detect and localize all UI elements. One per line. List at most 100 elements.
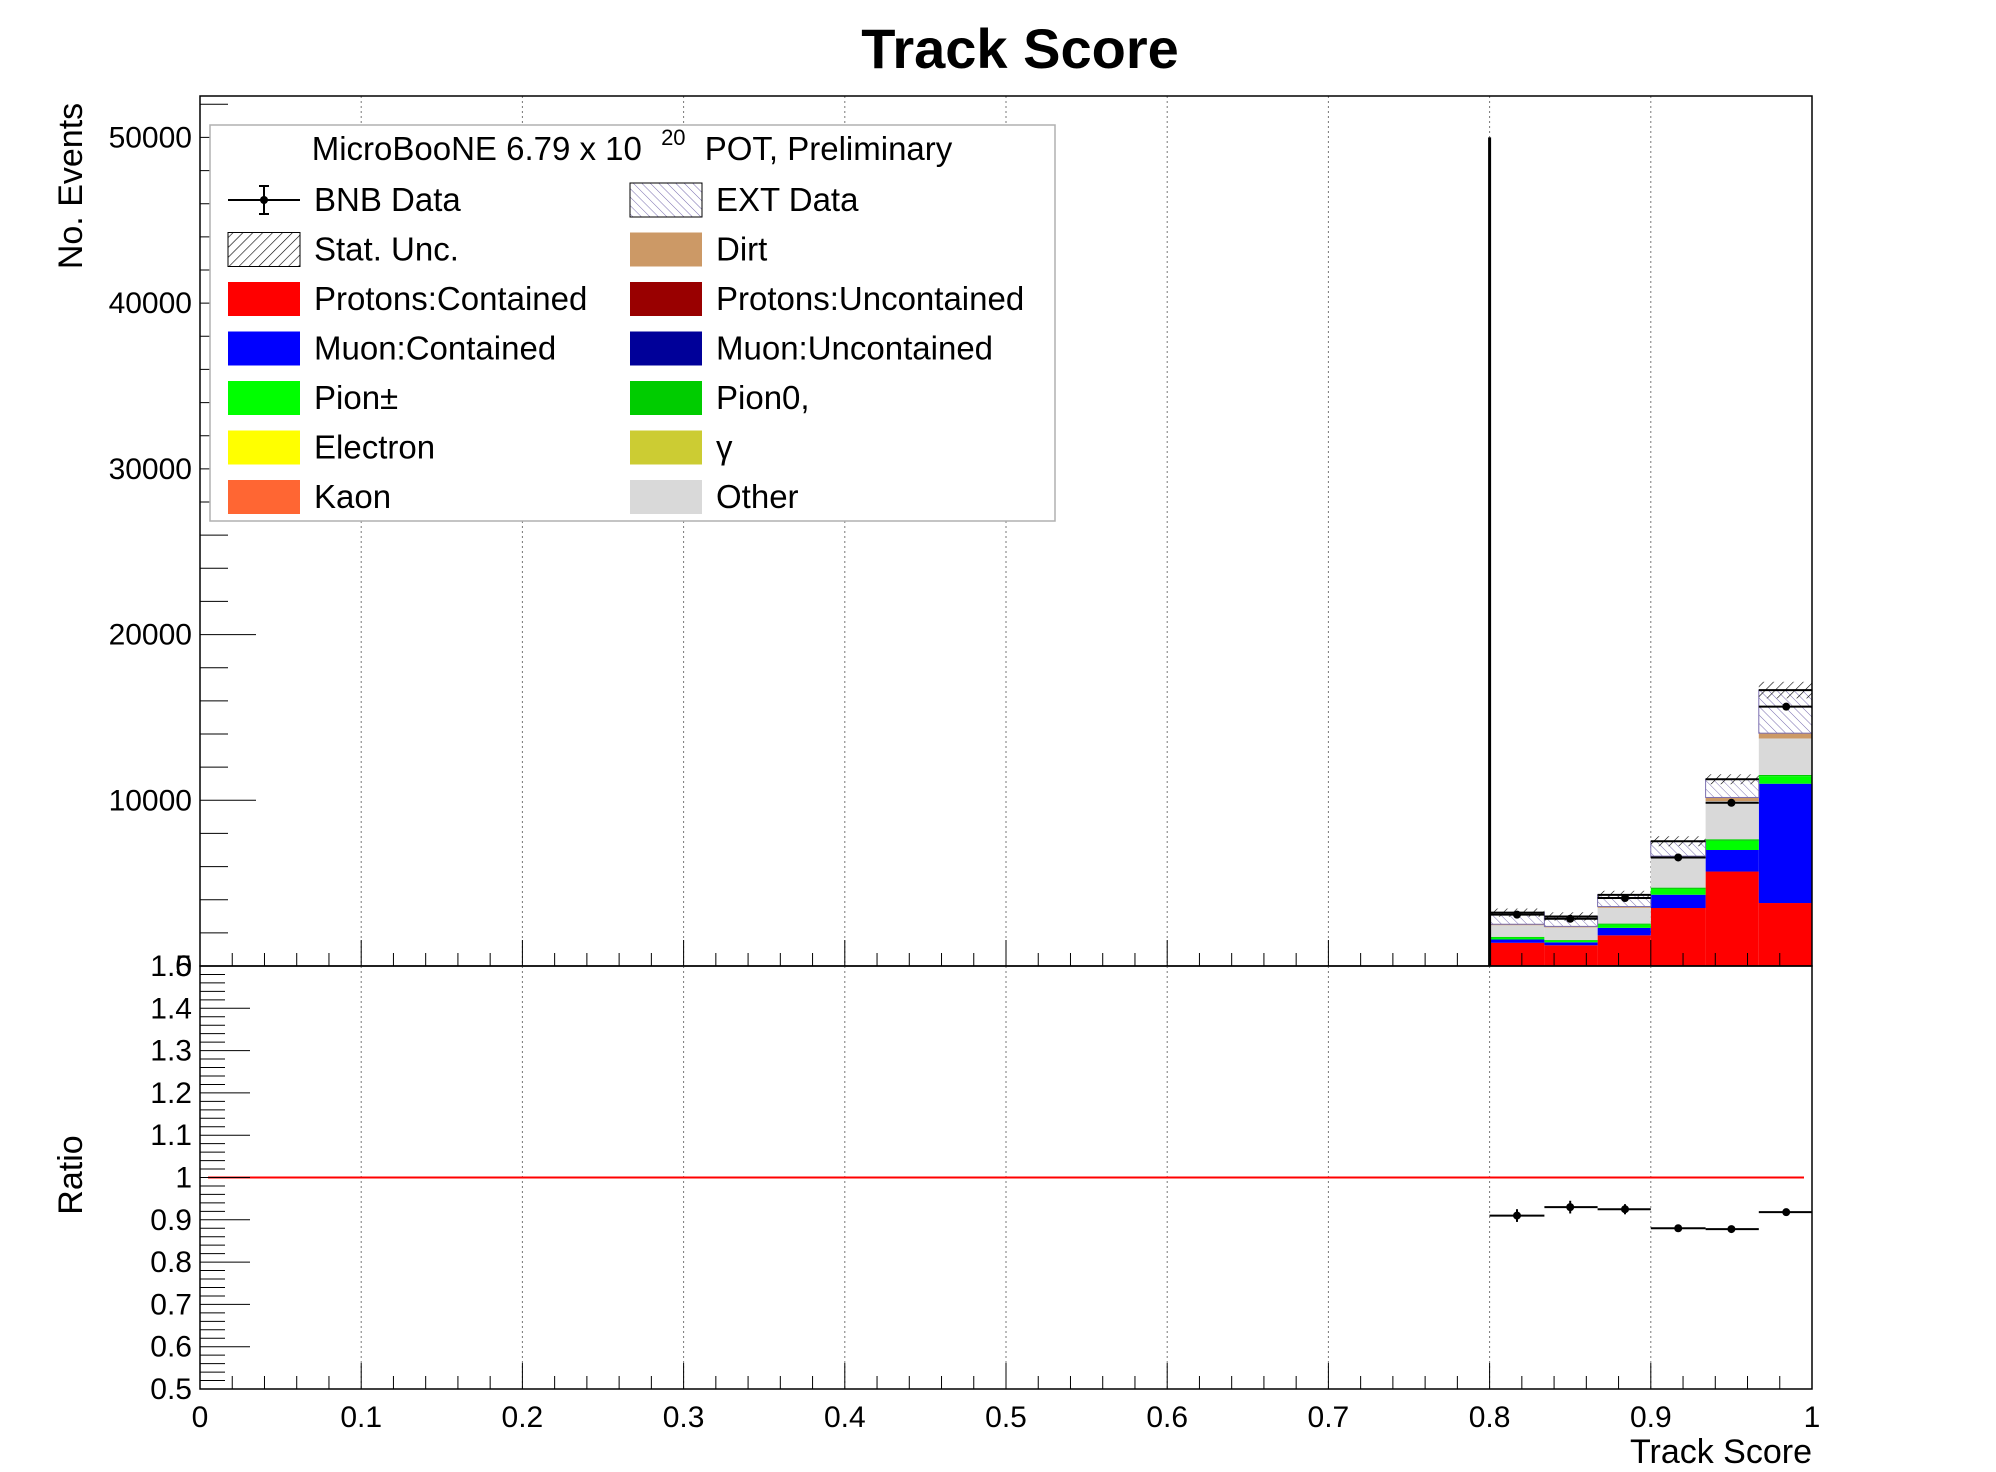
legend-swatch [228,480,300,514]
legend-label: Muon:Uncontained [716,330,993,367]
legend-swatch [630,232,702,267]
y-axis-label: No. Events [52,103,90,269]
bar-segment [1705,801,1759,840]
legend-item-pion0: Pion0, [630,379,810,416]
data-point [1727,798,1736,807]
legend-item-stat-unc: Stat. Unc. [227,231,459,268]
x-tick-label: 0.6 [1146,1401,1188,1434]
legend-item-ext-data: EXT Data [629,181,859,218]
stat-unc-band [1650,836,1706,847]
ratio-tick-label: 0.8 [150,1246,192,1279]
bar-segment [1705,839,1759,841]
ratio-axis-label: Ratio [52,1135,90,1214]
x-tick-label: 0.5 [985,1401,1027,1434]
data-point [1782,702,1791,711]
bar-segment [1597,906,1651,908]
bar-segment [1597,907,1651,924]
ratio-points [1489,1200,1812,1234]
legend-label: Muon:Contained [314,330,556,367]
ratio-point [1513,1211,1522,1220]
ratio-tick-label: 1 [175,1162,192,1195]
ratio-y-ticks: 0.5 0.6 0.7 0.8 0.9 1 1.1 1.2 1.3 1.4 1.5 [150,950,250,1406]
ratio-panel: 0.50.60.70.80.911.11.21.31.41.5 0 0.1 0.2 0… [52,950,1820,1471]
legend-label: Pion0, [716,379,810,416]
x-axis-ticks: 0 0.1 0.2 0.3 0.4 0.5 0.6 0.7 0.8 0.9 1 [192,1363,1821,1434]
legend-swatch [228,381,300,415]
y-tick-label: 10000 [109,784,192,817]
bar-segment [1489,942,1545,966]
x-tick-label: 0.4 [824,1401,866,1434]
legend-swatch [630,480,702,514]
legend-item-protons-uncontained: Protons:Uncontained [630,280,1024,317]
bar-segment [1705,840,1759,850]
ratio-tick-label: 0.6 [150,1331,192,1364]
legend-label: Other [716,478,799,515]
chart-title: Track Score [861,17,1179,80]
series-other [1489,738,1812,940]
bar-segment [1597,927,1651,936]
legend-item-muon-contained: Muon:Contained [228,330,556,367]
x-tick-label: 1 [1804,1401,1821,1434]
legend-label: Kaon [314,478,391,515]
x-tick-label: 0.3 [663,1401,705,1434]
legend-label: BNB Data [314,181,461,218]
bar-segment [1758,783,1812,904]
legend-item-electron: Electron [228,429,435,466]
x-tick-label: 0 [192,1401,209,1434]
legend-header-suffix: POT, Preliminary [705,130,953,167]
y-tick-label: 40000 [109,287,192,320]
ratio-point [1727,1225,1736,1234]
x-tick-label: 0.2 [502,1401,544,1434]
y-tick-label: 0 [175,950,192,983]
bar-segment [1650,887,1706,889]
bar-segment [1544,940,1598,943]
legend-label: Protons:Uncontained [716,280,1024,317]
legend-item-kaon: Kaon [228,478,391,515]
bar-segment [1758,733,1812,739]
ratio-tick-label: 1.3 [150,1035,192,1068]
stat-unc-band [1758,681,1812,699]
legend-item-muon-uncontained: Muon:Uncontained [630,330,993,367]
legend-swatch [228,430,300,465]
x-tick-label: 0.8 [1469,1401,1511,1434]
bar-segment [1705,850,1759,872]
legend-entries: BNB Data EXT Data Stat. Unc. Dirt Protons:Co… [227,181,1024,515]
ratio-tick-label: 1.5 [150,950,192,983]
legend-label: Stat. Unc. [314,231,459,268]
bar-segment [1705,871,1759,966]
legend-label: Pion± [314,379,398,416]
ratio-tick-label: 1.4 [150,992,192,1025]
bar-segment [1758,903,1812,966]
data-point [1566,914,1575,923]
bar-segment [1650,894,1706,908]
bar-segment [1597,923,1651,925]
legend-swatch [630,430,702,465]
bar-segment [1597,935,1651,966]
x-tick-label: 0.1 [340,1401,382,1434]
legend-swatch [228,331,300,366]
bar-segment [1544,942,1598,946]
legend-item-bnb-data: BNB Data [228,181,461,218]
stat-unc-band [1705,774,1759,785]
legend: MicroBooNE 6.79 x 10 20 POT, Preliminary… [209,115,1056,522]
legend-swatch [228,282,300,316]
x-axis-label: Track Score [1630,1433,1812,1471]
legend-header: MicroBooNE 6.79 x 10 20 POT, Preliminary [312,115,953,167]
ratio-tick-label: 1.1 [150,1119,192,1152]
legend-swatch [630,381,702,415]
legend-swatch [629,182,703,218]
top-panel: 0 10000 20000 30000 40000 50000 No. Events [52,95,1813,983]
ratio-tick-label: 1.2 [150,1077,192,1110]
bar-segment [1650,857,1706,888]
legend-label: γ [716,429,733,466]
legend-item-dirt: Dirt [630,231,767,268]
y-tick-label: 50000 [109,121,192,154]
bar-segment [1650,908,1706,966]
series-pion- [1489,776,1812,943]
bar-segment [1650,888,1706,895]
bar-segment [1758,774,1812,777]
legend-item-protons-contained: Protons:Contained [228,280,587,317]
y-tick-label: 30000 [109,453,192,486]
bar-segment [1544,939,1598,941]
x-tick-label: 0.7 [1308,1401,1350,1434]
